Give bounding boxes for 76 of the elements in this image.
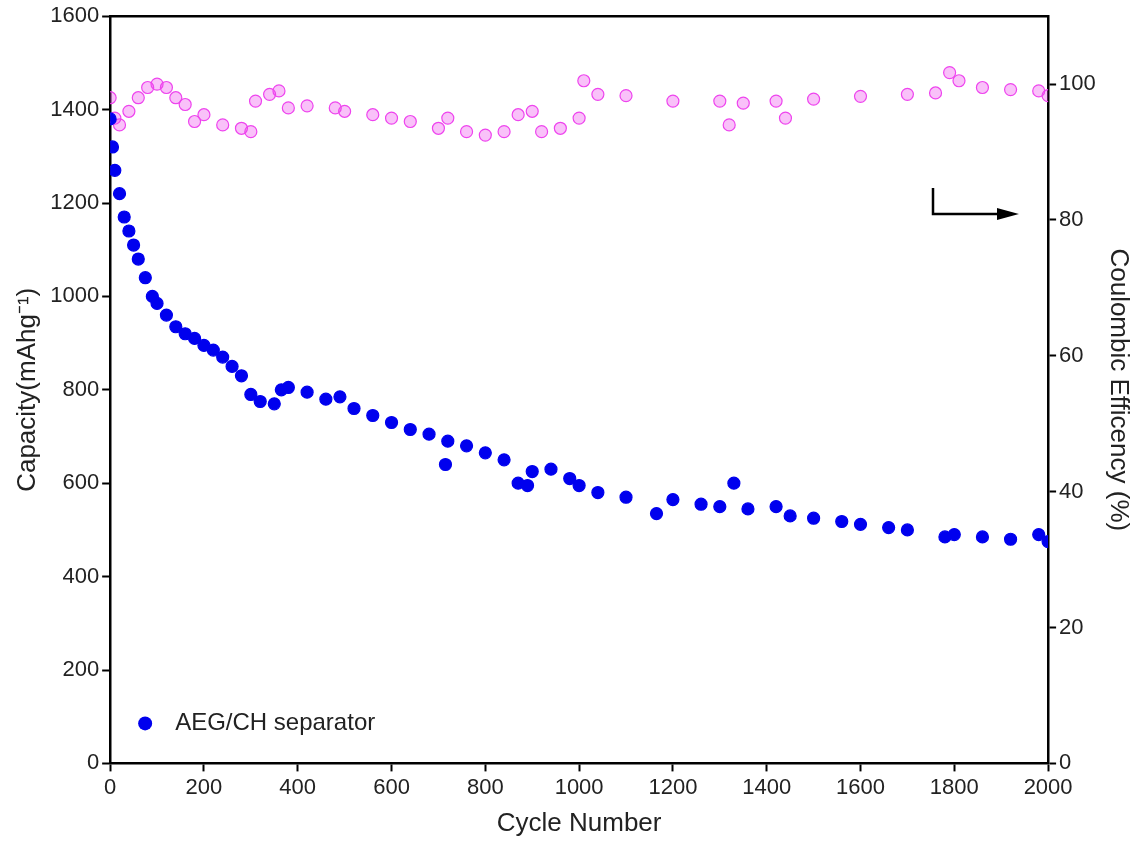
point xyxy=(403,114,417,129)
point xyxy=(300,99,314,113)
point xyxy=(338,104,352,118)
point xyxy=(244,125,258,139)
point xyxy=(778,111,793,125)
point xyxy=(666,94,680,108)
y2-tick-label: 100 xyxy=(1059,70,1096,96)
y2-tick-label: 60 xyxy=(1059,341,1084,367)
legend-label: AEG/CH separator xyxy=(175,708,376,736)
x-tick-label: 200 xyxy=(185,773,223,799)
y-tick-label: 1600 xyxy=(50,2,100,28)
point xyxy=(943,65,957,80)
point xyxy=(975,80,990,95)
point xyxy=(131,91,145,105)
y-tick-label: 200 xyxy=(62,656,100,682)
x-tick-label: 1800 xyxy=(929,773,979,799)
point xyxy=(722,118,736,132)
x-axis-title: Cycle Number xyxy=(496,806,662,837)
x-tick-label: 1000 xyxy=(554,773,604,799)
x-tick-label: 1400 xyxy=(742,773,792,799)
point xyxy=(441,111,455,125)
x-tick-label: 600 xyxy=(373,773,410,799)
point xyxy=(169,91,183,105)
point xyxy=(197,108,211,122)
y2-tick-label: 20 xyxy=(1059,613,1084,639)
y-tick-label: 1400 xyxy=(50,95,100,121)
point xyxy=(736,96,750,110)
x-tick-label: 400 xyxy=(279,773,317,799)
y2-tick-label: 0 xyxy=(1059,749,1072,775)
point xyxy=(159,80,174,95)
point xyxy=(272,84,286,98)
point xyxy=(952,74,966,88)
point xyxy=(572,111,586,125)
point xyxy=(713,94,727,108)
y-tick-label: 800 xyxy=(62,375,100,401)
y-axis-title: Capacity(mAhg⁻¹) xyxy=(10,287,41,492)
point xyxy=(281,101,295,115)
y2-tick-label: 80 xyxy=(1059,206,1084,232)
x-tick-label: 800 xyxy=(466,773,504,799)
point xyxy=(553,121,567,135)
point xyxy=(769,94,783,108)
y-tick-label: 0 xyxy=(86,749,100,775)
point xyxy=(928,86,943,100)
point xyxy=(807,92,821,106)
point xyxy=(366,108,380,122)
point xyxy=(619,89,633,103)
y-tick-label: 1200 xyxy=(50,189,100,215)
point xyxy=(384,111,399,125)
point xyxy=(187,114,202,129)
x-tick-label: 1600 xyxy=(836,773,885,799)
y-tick-label: 400 xyxy=(62,562,100,588)
point xyxy=(459,125,474,139)
point xyxy=(525,104,539,118)
y-tick-label: 1000 xyxy=(50,282,100,308)
x-tick-label: 2000 xyxy=(1023,773,1073,799)
x-tick-label: 1200 xyxy=(648,773,698,799)
point xyxy=(178,97,192,112)
point xyxy=(900,87,914,101)
point xyxy=(216,118,230,132)
point xyxy=(853,89,868,103)
x-tick-label: 0 xyxy=(104,773,117,799)
y-tick-label: 600 xyxy=(62,469,100,495)
point xyxy=(431,121,446,135)
point xyxy=(122,104,136,118)
y2-axis-title: Coulombic Efficency (%) xyxy=(1105,248,1136,532)
y2-tick-label: 40 xyxy=(1059,477,1084,503)
point xyxy=(478,128,492,142)
point xyxy=(497,125,511,139)
point xyxy=(535,125,549,139)
point xyxy=(1003,82,1018,97)
point xyxy=(112,118,127,132)
point xyxy=(248,94,263,108)
point xyxy=(591,87,605,101)
point xyxy=(577,74,591,88)
point xyxy=(1032,84,1046,98)
point xyxy=(511,108,525,122)
